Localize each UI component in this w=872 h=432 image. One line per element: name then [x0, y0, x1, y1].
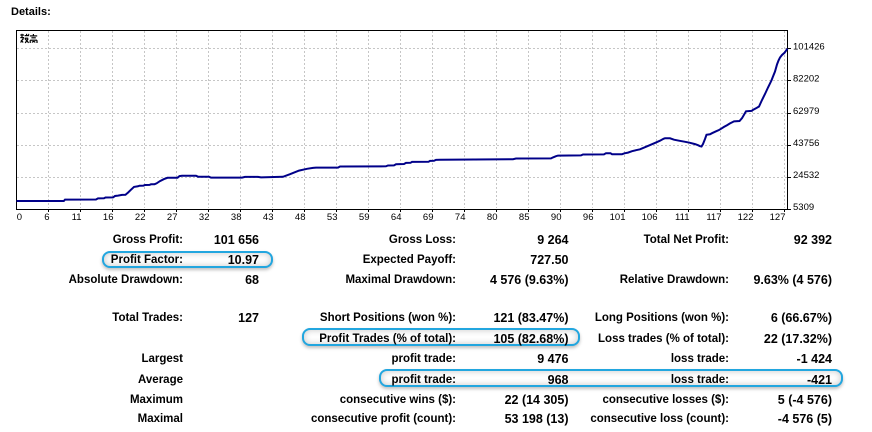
svg-text:59: 59 — [359, 212, 370, 223]
svg-text:117: 117 — [706, 212, 721, 223]
svg-text:53: 53 — [327, 212, 338, 223]
svg-text:122: 122 — [738, 212, 754, 223]
svg-text:64: 64 — [391, 212, 402, 223]
svg-text:111: 111 — [675, 212, 689, 223]
svg-text:101: 101 — [610, 212, 626, 223]
svg-text:32: 32 — [199, 212, 210, 223]
svg-text:80: 80 — [487, 212, 498, 223]
svg-text:27: 27 — [167, 212, 178, 223]
svg-text:11: 11 — [72, 212, 82, 223]
svg-text:101426: 101426 — [793, 42, 825, 53]
svg-text:69: 69 — [423, 212, 434, 223]
svg-text:106: 106 — [642, 212, 658, 223]
svg-text:127: 127 — [770, 212, 786, 223]
svg-text:16: 16 — [103, 212, 114, 223]
svg-text:43: 43 — [263, 212, 274, 223]
svg-text:24532: 24532 — [793, 170, 819, 181]
svg-text:38: 38 — [231, 212, 242, 223]
svg-text:74: 74 — [455, 212, 466, 223]
svg-text:43756: 43756 — [793, 138, 819, 149]
svg-text:6: 6 — [44, 212, 49, 223]
svg-text:5309: 5309 — [793, 202, 814, 213]
svg-text:22: 22 — [135, 212, 146, 223]
svg-text:90: 90 — [551, 212, 562, 223]
svg-text:96: 96 — [583, 212, 594, 223]
svg-text:85: 85 — [519, 212, 530, 223]
svg-text:0: 0 — [17, 212, 22, 223]
svg-text:62979: 62979 — [793, 106, 819, 117]
svg-text:82202: 82202 — [793, 74, 819, 85]
svg-text:48: 48 — [295, 212, 306, 223]
